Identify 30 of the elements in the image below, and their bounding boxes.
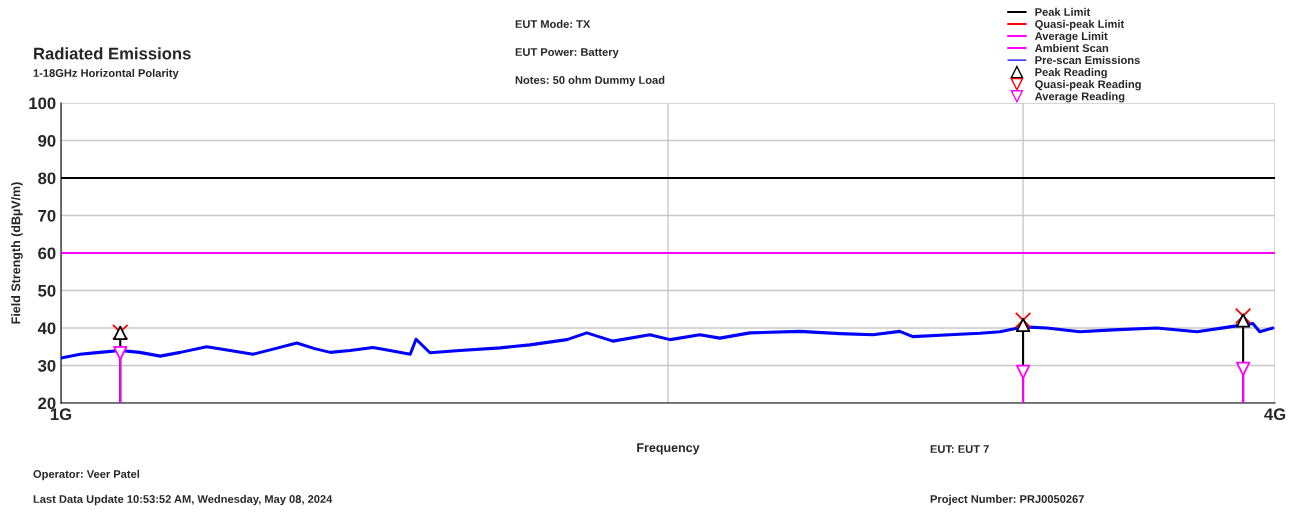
x-tick-label: 4G [1264,408,1286,421]
chart-title: Radiated Emissions [34,47,191,60]
text: Last Data Update 10:53:52 AM, Wednesday, May 08, 2024 [33,494,333,506]
legend-label: Average Limit [1034,31,1108,43]
y-tick-label: 80 [38,172,56,185]
legend-label: Pre-scan Emissions [1035,55,1140,65]
y-tick-label: 60 [38,247,56,260]
legend-label: Average Reading [1034,92,1125,103]
y-tick-label: 30 [37,359,56,372]
text: EUT Power: Battery [515,48,619,59]
text: EUT Mode: TX [515,19,591,28]
x-axis-title: Frequency [637,443,700,455]
y-tick-label: 40 [37,322,56,335]
y-tick-label: 50 [38,284,56,297]
legend-label: Peak Reading [1035,67,1107,79]
legend-label: Ambient Scan [1034,43,1109,53]
text: Project Number: PRJ0050267 [930,494,1084,506]
y-tick-label: 90 [38,134,56,147]
y-tick-label: 70 [38,209,56,222]
y-axis-title: Field Strength (dBµV/m) [11,182,23,324]
legend-label: Peak Limit [1035,7,1091,16]
y-tick-label: 100 [29,97,56,110]
y-tick-label: 20 [38,397,56,410]
legend-label: Quasi-peak Limit [1035,19,1125,31]
chart-subtitle: 1-18GHz Horizontal Polarity [33,68,179,80]
x-tick-label: 1G [50,408,72,421]
text: Notes: 50 ohm Dummy Load [515,75,665,87]
text: EUT: EUT 7 [930,445,989,453]
legend-label: Quasi-peak Reading [1035,80,1141,91]
text: Operator: Veer Patel [33,469,140,481]
